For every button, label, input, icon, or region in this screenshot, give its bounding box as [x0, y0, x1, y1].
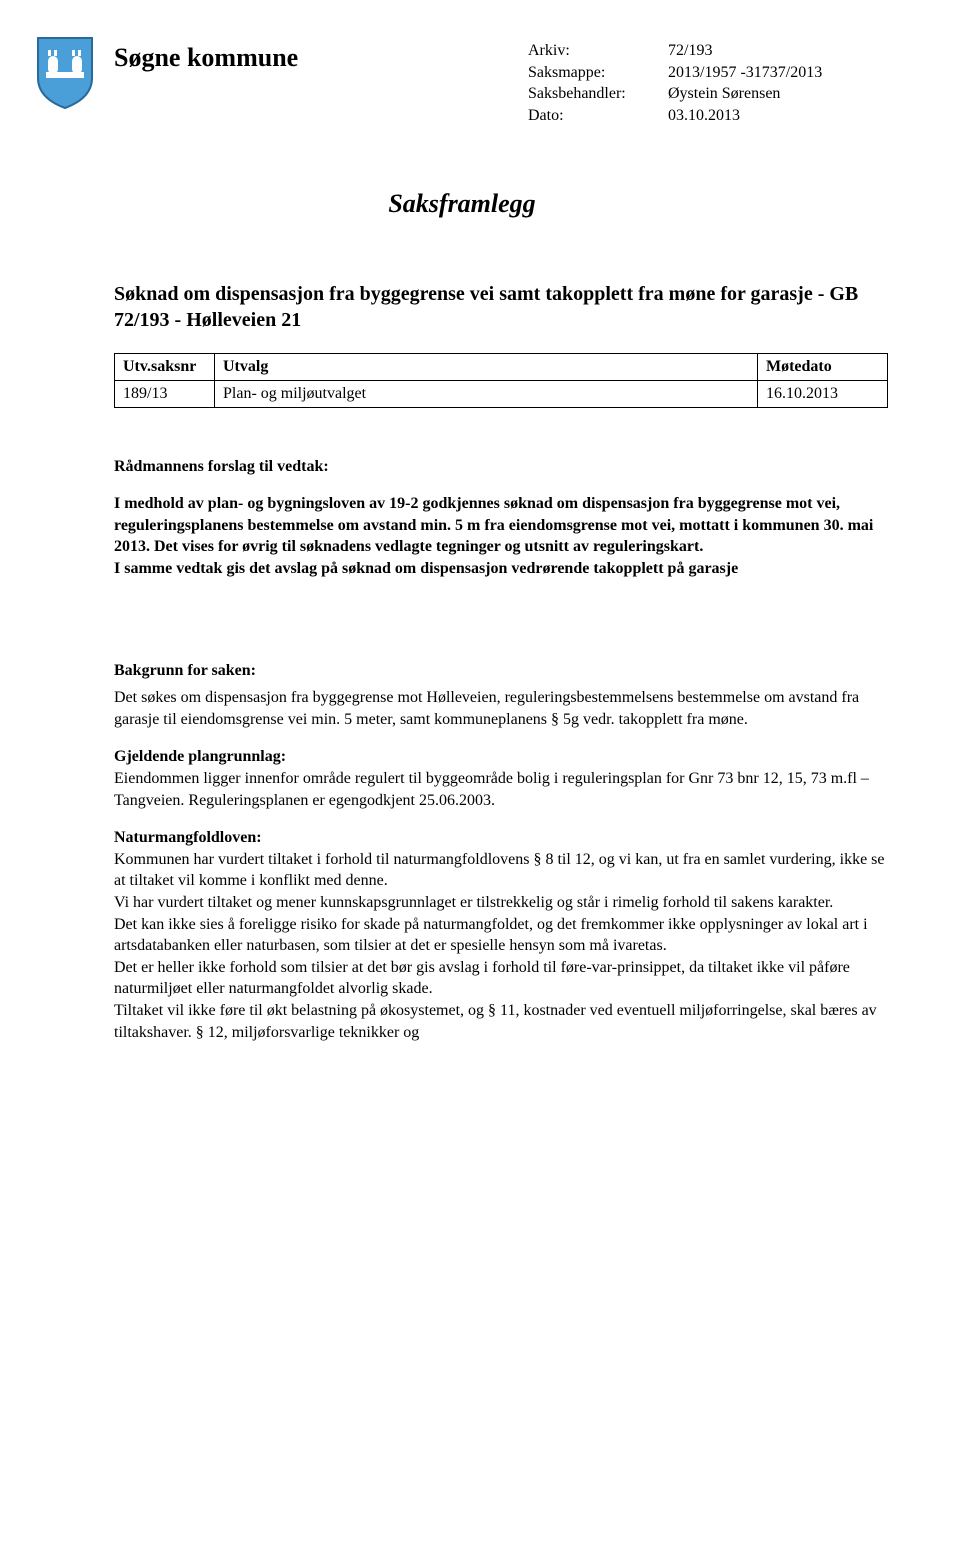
vedtak-paragraph: I medhold av plan- og bygningsloven av 1… — [114, 493, 888, 558]
title-column: Søgne kommune — [114, 36, 528, 75]
saksmappe-label: Saksmappe: — [528, 62, 668, 84]
main-content: Søknad om dispensasjon fra byggegrense v… — [36, 281, 888, 1043]
naturmangfold-paragraph: Tiltaket vil ikke føre til økt belastnin… — [114, 1000, 888, 1043]
bakgrunn-heading: Bakgrunn for saken: — [114, 660, 888, 682]
cell-motedato: 16.10.2013 — [758, 381, 888, 408]
naturmangfold-heading: Naturmangfoldloven: — [114, 829, 262, 846]
naturmangfold-section: Naturmangfoldloven: Kommunen har vurdert… — [114, 827, 888, 1043]
saksbehandler-label: Saksbehandler: — [528, 83, 668, 105]
municipality-shield-icon — [36, 36, 94, 110]
saksbehandler-value: Øystein Sørensen — [668, 83, 888, 105]
vedtak-heading: Rådmannens forslag til vedtak: — [114, 456, 888, 478]
th-saksnr: Utv.saksnr — [115, 354, 215, 381]
naturmangfold-paragraph: Kommunen har vurdert tiltaket i forhold … — [114, 849, 888, 892]
dato-value: 03.10.2013 — [668, 105, 888, 127]
arkiv-value: 72/193 — [668, 40, 888, 62]
plangrunnlag-section: Gjeldende plangrunnlag: Eiendommen ligge… — [114, 746, 888, 811]
committee-table: Utv.saksnr Utvalg Møtedato 189/13 Plan- … — [114, 353, 888, 407]
case-title: Søknad om dispensasjon fra byggegrense v… — [114, 281, 888, 333]
plangrunnlag-heading: Gjeldende plangrunnlag: — [114, 748, 286, 765]
document-type-title: Saksframlegg — [36, 186, 888, 221]
bakgrunn-paragraph: Det søkes om dispensasjon fra byggegrens… — [114, 687, 888, 730]
logo-column — [36, 36, 114, 117]
dato-label: Dato: — [528, 105, 668, 127]
naturmangfold-paragraph: Vi har vurdert tiltaket og mener kunnska… — [114, 892, 888, 914]
header: Søgne kommune Arkiv: 72/193 Saksmappe: 2… — [36, 36, 888, 126]
case-metadata: Arkiv: 72/193 Saksmappe: 2013/1957 -3173… — [528, 36, 888, 126]
naturmangfold-paragraph: Det er heller ikke forhold som tilsier a… — [114, 957, 888, 1000]
arkiv-label: Arkiv: — [528, 40, 668, 62]
table-row: 189/13 Plan- og miljøutvalget 16.10.2013 — [115, 381, 888, 408]
municipality-name: Søgne kommune — [114, 40, 528, 75]
naturmangfold-paragraph: Det kan ikke sies å foreligge risiko for… — [114, 914, 888, 957]
plangrunnlag-paragraph: Eiendommen ligger innenfor område regule… — [114, 768, 888, 811]
cell-utvalg: Plan- og miljøutvalget — [215, 381, 758, 408]
cell-saksnr: 189/13 — [115, 381, 215, 408]
saksmappe-value: 2013/1957 -31737/2013 — [668, 62, 888, 84]
bakgrunn-section: Bakgrunn for saken: Det søkes om dispens… — [114, 660, 888, 731]
table-header-row: Utv.saksnr Utvalg Møtedato — [115, 354, 888, 381]
vedtak-paragraph: I samme vedtak gis det avslag på søknad … — [114, 558, 888, 580]
vedtak-section: Rådmannens forslag til vedtak: I medhold… — [114, 456, 888, 580]
th-utvalg: Utvalg — [215, 354, 758, 381]
th-motedato: Møtedato — [758, 354, 888, 381]
